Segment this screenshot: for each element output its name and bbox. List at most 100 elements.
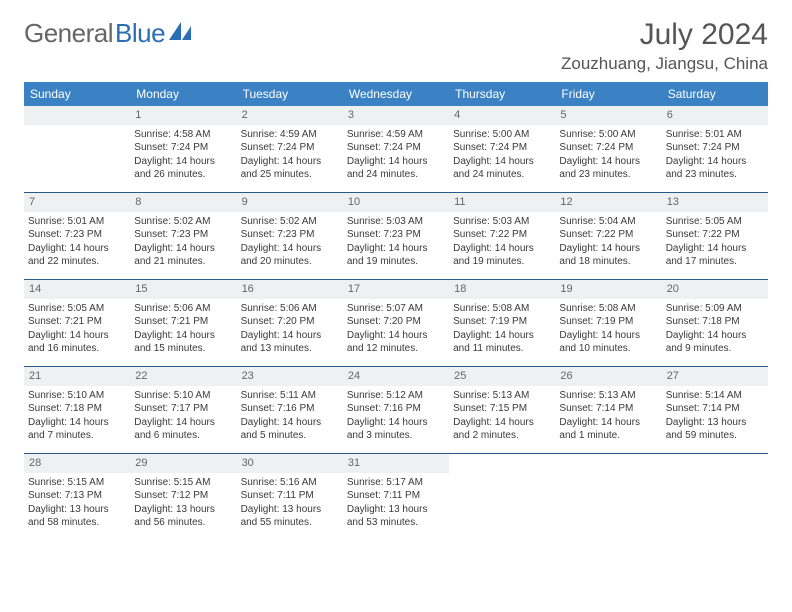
week-row: 21 Sunrise: 5:10 AM Sunset: 7:18 PM Dayligh… <box>24 367 768 454</box>
day-number: 12 <box>555 193 661 212</box>
day-cell: 17 Sunrise: 5:07 AMSunset: 7:20 PMDayligh… <box>343 280 449 366</box>
day-cell: 14Sunrise: 5:05 AMSunset: 7:21 PMDayligh… <box>24 280 130 366</box>
sunrise-text: Sunrise: 5:05 AM <box>28 302 126 316</box>
sunrise-text: Sunrise: 5:00 AM <box>559 128 657 142</box>
sunrise-text: Sunrise: 5:05 AM <box>666 215 764 229</box>
sunset-text: Sunset: 7:13 PM <box>28 489 126 503</box>
day-cell: 10Sunrise: 5:03 AMSunset: 7:23 PMDayligh… <box>343 193 449 279</box>
day-body: Sunrise: 5:09 AMSunset: 7:18 PMDaylight:… <box>662 302 768 360</box>
day-number: . <box>24 106 130 125</box>
logo-text-1: General <box>24 18 113 49</box>
day-body: Sunrise: 5:12 AMSunset: 7:16 PMDaylight:… <box>343 389 449 447</box>
daylight-text: Daylight: 13 hours and 56 minutes. <box>134 503 232 530</box>
daylight-text: Daylight: 14 hours and 24 minutes. <box>453 155 551 182</box>
day-number: 24 <box>343 367 449 386</box>
daylight-text: Daylight: 14 hours and 15 minutes. <box>134 329 232 356</box>
daylight-text: Daylight: 14 hours and 23 minutes. <box>666 155 764 182</box>
day-cell: . <box>555 454 661 540</box>
daylight-text: Daylight: 14 hours and 2 minutes. <box>453 416 551 443</box>
daylight-text: Daylight: 13 hours and 58 minutes. <box>28 503 126 530</box>
daylight-text: Daylight: 14 hours and 12 minutes. <box>347 329 445 356</box>
sunset-text: Sunset: 7:17 PM <box>134 402 232 416</box>
daylight-text: Daylight: 14 hours and 10 minutes. <box>559 329 657 356</box>
sunset-text: Sunset: 7:16 PM <box>347 402 445 416</box>
sunset-text: Sunset: 7:18 PM <box>28 402 126 416</box>
day-number: 9 <box>237 193 343 212</box>
day-cell: . <box>24 106 130 192</box>
day-body: Sunrise: 5:15 AMSunset: 7:13 PMDaylight:… <box>24 476 130 534</box>
day-body: Sunrise: 5:08 AMSunset: 7:19 PMDaylight:… <box>555 302 661 360</box>
sunset-text: Sunset: 7:22 PM <box>666 228 764 242</box>
daylight-text: Daylight: 14 hours and 23 minutes. <box>559 155 657 182</box>
day-cell: 20 Sunrise: 5:09 AMSunset: 7:18 PMDayligh… <box>662 280 768 366</box>
weekday-header: Sunday Monday Tuesday Wednesday Thursday… <box>24 82 768 106</box>
daylight-text: Daylight: 14 hours and 19 minutes. <box>453 242 551 269</box>
day-number: 21 <box>24 367 130 386</box>
sunset-text: Sunset: 7:19 PM <box>559 315 657 329</box>
sunset-text: Sunset: 7:14 PM <box>559 402 657 416</box>
sunset-text: Sunset: 7:15 PM <box>453 402 551 416</box>
day-number: 2 <box>237 106 343 125</box>
sunset-text: Sunset: 7:24 PM <box>134 141 232 155</box>
sunset-text: Sunset: 7:23 PM <box>347 228 445 242</box>
day-cell: . <box>662 454 768 540</box>
day-cell: 25Sunrise: 5:13 AMSunset: 7:15 PMDayligh… <box>449 367 555 453</box>
day-body: Sunrise: 5:07 AMSunset: 7:20 PMDaylight:… <box>343 302 449 360</box>
week-row: 14Sunrise: 5:05 AMSunset: 7:21 PMDayligh… <box>24 280 768 367</box>
day-cell: 9Sunrise: 5:02 AMSunset: 7:23 PMDaylight… <box>237 193 343 279</box>
sunrise-text: Sunrise: 5:03 AM <box>347 215 445 229</box>
day-number: 3 <box>343 106 449 125</box>
day-body: Sunrise: 5:02 AMSunset: 7:23 PMDaylight:… <box>130 215 236 273</box>
sunrise-text: Sunrise: 5:08 AM <box>559 302 657 316</box>
weekday-wed: Wednesday <box>343 82 449 106</box>
logo: GeneralBlue <box>24 18 195 49</box>
weekday-sat: Saturday <box>662 82 768 106</box>
calendar: Sunday Monday Tuesday Wednesday Thursday… <box>24 82 768 540</box>
sunrise-text: Sunrise: 5:14 AM <box>666 389 764 403</box>
sunset-text: Sunset: 7:11 PM <box>347 489 445 503</box>
day-body: Sunrise: 5:00 AMSunset: 7:24 PMDaylight:… <box>555 128 661 186</box>
sunrise-text: Sunrise: 5:02 AM <box>134 215 232 229</box>
day-cell: 29Sunrise: 5:15 AMSunset: 7:12 PMDayligh… <box>130 454 236 540</box>
day-number: 17 <box>343 280 449 299</box>
weekday-tue: Tuesday <box>237 82 343 106</box>
sunset-text: Sunset: 7:21 PM <box>134 315 232 329</box>
day-body: Sunrise: 5:13 AMSunset: 7:14 PMDaylight:… <box>555 389 661 447</box>
day-body: Sunrise: 5:06 AMSunset: 7:20 PMDaylight:… <box>237 302 343 360</box>
sunset-text: Sunset: 7:24 PM <box>559 141 657 155</box>
day-number: 4 <box>449 106 555 125</box>
sunrise-text: Sunrise: 5:15 AM <box>134 476 232 490</box>
day-body: Sunrise: 5:01 AMSunset: 7:24 PMDaylight:… <box>662 128 768 186</box>
location: Zouzhuang, Jiangsu, China <box>561 54 768 74</box>
sunset-text: Sunset: 7:16 PM <box>241 402 339 416</box>
day-body: Sunrise: 5:14 AMSunset: 7:14 PMDaylight:… <box>662 389 768 447</box>
daylight-text: Daylight: 14 hours and 6 minutes. <box>134 416 232 443</box>
day-cell: 18 Sunrise: 5:08 AMSunset: 7:19 PMDayligh… <box>449 280 555 366</box>
day-body: Sunrise: 5:11 AMSunset: 7:16 PMDaylight:… <box>237 389 343 447</box>
day-body: Sunrise: 5:03 AMSunset: 7:23 PMDaylight:… <box>343 215 449 273</box>
day-number: 30 <box>237 454 343 473</box>
day-number: 7 <box>24 193 130 212</box>
day-cell: . <box>449 454 555 540</box>
day-number: 16 <box>237 280 343 299</box>
day-number: 14 <box>24 280 130 299</box>
sunset-text: Sunset: 7:20 PM <box>241 315 339 329</box>
logo-sail-icon <box>169 18 195 49</box>
sunrise-text: Sunrise: 5:10 AM <box>134 389 232 403</box>
week-row: 28Sunrise: 5:15 AMSunset: 7:13 PMDayligh… <box>24 454 768 540</box>
day-cell: 6Sunrise: 5:01 AMSunset: 7:24 PMDaylight… <box>662 106 768 192</box>
day-number: 20 <box>662 280 768 299</box>
daylight-text: Daylight: 14 hours and 5 minutes. <box>241 416 339 443</box>
sunset-text: Sunset: 7:21 PM <box>28 315 126 329</box>
day-cell: 3Sunrise: 4:59 AMSunset: 7:24 PMDaylight… <box>343 106 449 192</box>
daylight-text: Daylight: 14 hours and 21 minutes. <box>134 242 232 269</box>
day-body: Sunrise: 4:59 AMSunset: 7:24 PMDaylight:… <box>237 128 343 186</box>
day-number: 18 <box>449 280 555 299</box>
day-body: Sunrise: 5:08 AMSunset: 7:19 PMDaylight:… <box>449 302 555 360</box>
sunrise-text: Sunrise: 5:08 AM <box>453 302 551 316</box>
day-cell: 30Sunrise: 5:16 AMSunset: 7:11 PMDayligh… <box>237 454 343 540</box>
sunrise-text: Sunrise: 5:02 AM <box>241 215 339 229</box>
day-body: Sunrise: 5:15 AMSunset: 7:12 PMDaylight:… <box>130 476 236 534</box>
day-cell: 16 Sunrise: 5:06 AMSunset: 7:20 PMDayligh… <box>237 280 343 366</box>
sunset-text: Sunset: 7:24 PM <box>347 141 445 155</box>
